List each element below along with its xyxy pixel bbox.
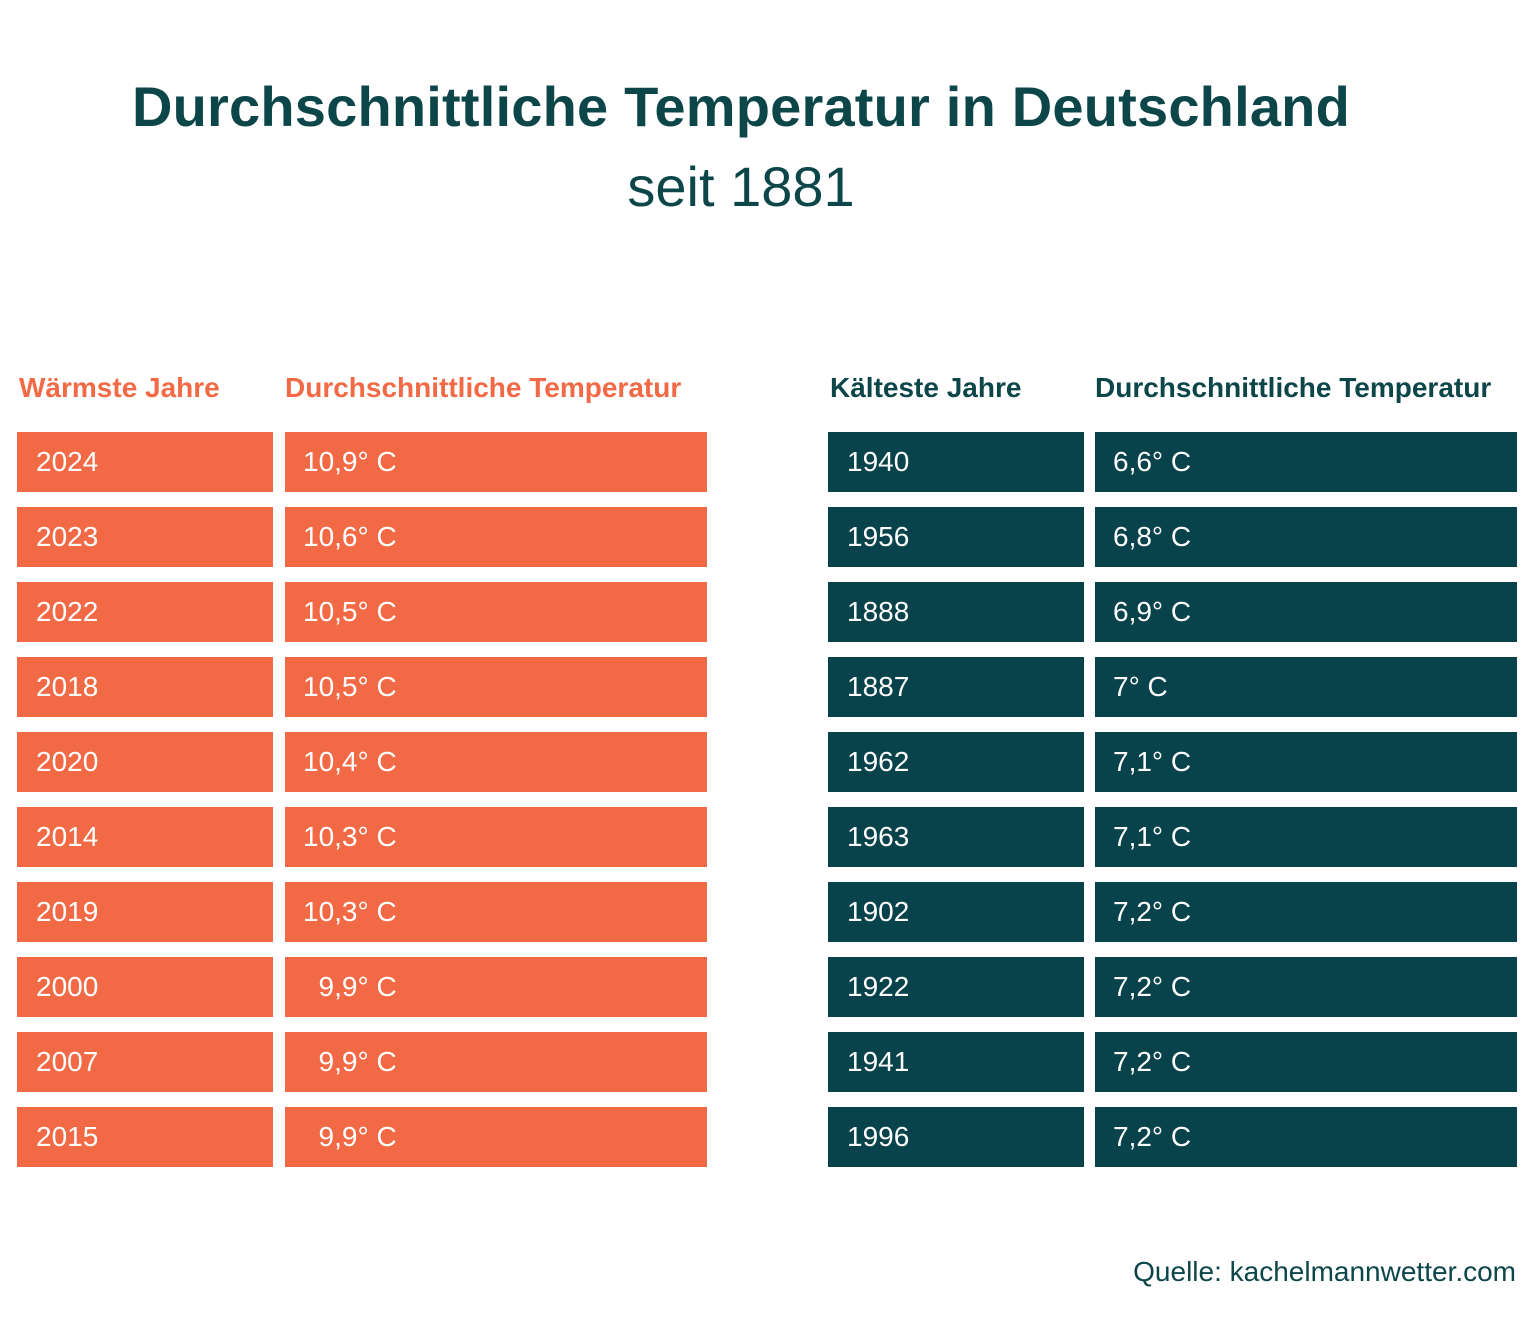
warmest-temp-cell: 10,3° C (285, 882, 707, 942)
coldest-temp-cell: 6,8° C (1095, 507, 1517, 567)
coldest-year-cell: 1940 (828, 432, 1084, 492)
warmest-temp-cell: 10,3° C (285, 807, 707, 867)
coldest-year-cell: 1941 (828, 1032, 1084, 1092)
source-credit: Quelle: kachelmannwetter.com (1133, 1256, 1516, 1287)
coldest-year-cell: 1956 (828, 507, 1084, 567)
warmest-temp-cell: 10,4° C (285, 732, 707, 792)
warmest-temp-cell: 10,5° C (285, 657, 707, 717)
warmest-year-cell: 2022 (17, 582, 273, 642)
warmest-temp-cell: 9,9° C (285, 957, 707, 1017)
chart-subtitle: seit 1881 (627, 155, 855, 218)
warmest-year-cell: 2014 (17, 807, 273, 867)
warmest-year-cell: 2020 (17, 732, 273, 792)
coldest-temp-cell: 7° C (1095, 657, 1517, 717)
coldest-year-cell: 1922 (828, 957, 1084, 1017)
chart-title: Durchschnittliche Temperatur in Deutschl… (132, 75, 1350, 138)
coldest-temp-cell: 7,1° C (1095, 732, 1517, 792)
coldest-year-cell: 1963 (828, 807, 1084, 867)
warmest-temp-cell: 10,5° C (285, 582, 707, 642)
coldest-temp-cell: 7,2° C (1095, 882, 1517, 942)
warmest-year-cell: 2007 (17, 1032, 273, 1092)
coldest-temp-cell: 7,2° C (1095, 957, 1517, 1017)
coldest-year-cell: 1996 (828, 1107, 1084, 1167)
coldest-year-cell: 1902 (828, 882, 1084, 942)
coldest-temp-cell: 7,1° C (1095, 807, 1517, 867)
coldest-year-cell: 1887 (828, 657, 1084, 717)
warmest-year-cell: 2024 (17, 432, 273, 492)
coldest-year-cell: 1962 (828, 732, 1084, 792)
warmest-temp-cell: 10,9° C (285, 432, 707, 492)
coldest-temp-cell: 6,9° C (1095, 582, 1517, 642)
warmest-temp-header: Durchschnittliche Temperatur (285, 372, 682, 403)
coldest-year-cell: 1888 (828, 582, 1084, 642)
warmest-year-header: Wärmste Jahre (19, 372, 220, 403)
warmest-year-cell: 2019 (17, 882, 273, 942)
warmest-temp-cell: 9,9° C (285, 1032, 707, 1092)
warmest-year-cell: 2018 (17, 657, 273, 717)
warmest-year-cell: 2023 (17, 507, 273, 567)
coldest-temp-cell: 6,6° C (1095, 432, 1517, 492)
coldest-temp-cell: 7,2° C (1095, 1107, 1517, 1167)
warmest-year-cell: 2000 (17, 957, 273, 1017)
warmest-year-cell: 2015 (17, 1107, 273, 1167)
warmest-temp-cell: 9,9° C (285, 1107, 707, 1167)
coldest-temp-header: Durchschnittliche Temperatur (1095, 372, 1492, 403)
coldest-year-header: Kälteste Jahre (830, 372, 1022, 403)
warmest-temp-cell: 10,6° C (285, 507, 707, 567)
coldest-temp-cell: 7,2° C (1095, 1032, 1517, 1092)
